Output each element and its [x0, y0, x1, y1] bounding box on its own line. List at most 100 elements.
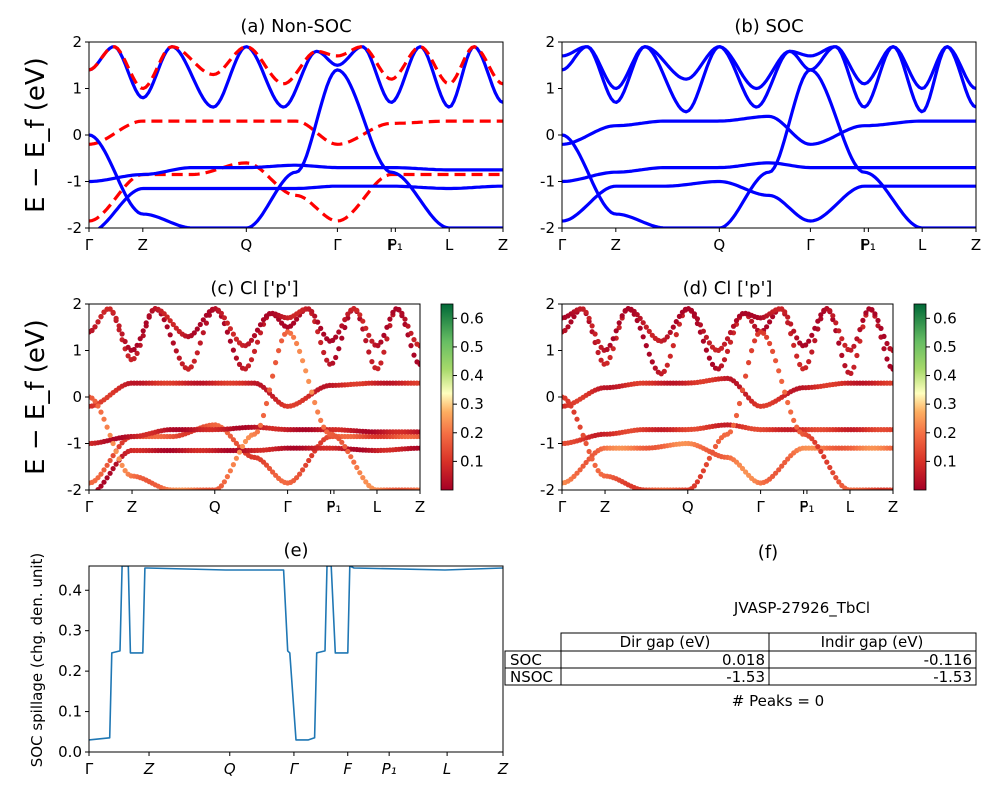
point-c-5-50 [236, 449, 243, 455]
point-d-4-77 [791, 417, 797, 423]
xtick-e-3: Γ [290, 760, 300, 778]
ytick-b-2: 0 [545, 126, 555, 144]
xtick-d-0: Γ [558, 498, 567, 516]
point-d-4-57 [730, 422, 737, 428]
point-d-3-31 [652, 365, 658, 371]
point-d-5-45 [694, 316, 701, 322]
point-d-4-50 [709, 449, 716, 455]
point-d-4-76 [788, 409, 794, 415]
ytick-a-1: -1 [67, 173, 82, 191]
point-c-6-2 [92, 324, 98, 330]
point-c-5-56 [254, 429, 261, 435]
xtick-a-6: L [445, 236, 454, 254]
point-c-4-13 [125, 353, 131, 359]
point-d-5-19 [616, 320, 622, 326]
point-c-1-10 [116, 444, 122, 450]
point-c-6-10 [116, 323, 122, 329]
point-d-4-44 [691, 483, 698, 489]
panel-d: 0.1 0.2 0.3 0.4 0.5 0.6 (d) Cl ['p'] -2 -1 0 1 2 Γ Z Q… [540, 278, 957, 516]
point-c-5-2 [92, 398, 98, 404]
point-d-3-16 [607, 354, 613, 361]
point-d-3-53 [718, 363, 725, 369]
ytick-c-2: 0 [72, 388, 82, 406]
point-c-3-1 [89, 491, 94, 496]
point-d-4-2 [565, 398, 571, 404]
colorbar-tick-c-3: 0.4 [460, 367, 484, 385]
point-d-5-94 [842, 342, 848, 348]
point-c-4-69 [294, 316, 300, 322]
point-c-4-46 [224, 329, 230, 335]
point-c-4-47 [227, 338, 233, 344]
point-c-5-46 [224, 474, 230, 480]
point-c-5-7 [107, 432, 113, 438]
ytick-b-1: -1 [540, 173, 555, 191]
point-c-4-37 [197, 340, 203, 346]
point-d-3-35 [664, 362, 670, 368]
point-c-5-62 [273, 360, 279, 366]
point-d-5-74 [782, 309, 788, 315]
ylabel-spillage: SOC spillage (chg. den. unit) [28, 553, 46, 768]
colorbar-tick-c-1: 0.2 [460, 424, 484, 442]
point-c-6-81 [330, 337, 336, 343]
point-c-1-48 [230, 437, 236, 443]
point-d-5-83 [809, 332, 815, 338]
point-d-3-110 [890, 366, 893, 372]
point-c-6-29 [173, 325, 179, 331]
ytick-e-2: 0.2 [58, 662, 82, 680]
point-c-5-78 [321, 424, 327, 430]
point-d-3-68 [764, 324, 770, 330]
point-c-6-36 [194, 326, 200, 332]
point-d-4-48 [703, 462, 710, 468]
point-c-3-4 [98, 483, 104, 489]
panel-a: (a) Non-SOC -2 -1 0 1 2 Γ Z Q Γ FP₁ L Z [67, 16, 508, 254]
ytick-a-0: -2 [67, 219, 82, 237]
xtick-a-1: Z [138, 236, 148, 254]
point-d-3-27 [640, 334, 646, 340]
table-col-dir: Dir gap (eV) [620, 633, 711, 651]
point-d-4-4 [571, 409, 577, 415]
point-c-6-107 [408, 330, 414, 336]
point-d-3-64 [752, 323, 758, 329]
point-d-3-36 [667, 353, 673, 359]
point-d-4-72 [776, 368, 782, 374]
plot-area-b [562, 45, 976, 228]
point-c-4-55 [251, 348, 258, 354]
point-c-5-12 [122, 468, 128, 474]
xtick-b-6: L [918, 236, 927, 254]
point-c-4-97 [378, 360, 384, 366]
series-a-3 [97, 184, 503, 228]
point-c-6-98 [381, 332, 387, 338]
xtick-b-0: Γ [558, 236, 567, 254]
point-c-4-48 [230, 347, 236, 353]
point-c-4-50 [236, 361, 243, 367]
point-d-4-60 [739, 387, 746, 393]
point-d-3-12 [595, 349, 601, 356]
point-c-6-110 [417, 343, 420, 349]
point-d-3-26 [637, 325, 643, 331]
point-c-6-17 [137, 336, 143, 342]
xtick-a-3: Γ [333, 236, 342, 254]
xtick-c-1: Z [127, 498, 137, 516]
point-c-1-70 [297, 471, 303, 477]
series-b-0 [562, 114, 976, 146]
point-c-5-4 [98, 409, 104, 415]
point-c-5-61 [270, 373, 276, 379]
series-b-5 [562, 45, 976, 91]
point-c-1-7 [107, 457, 113, 464]
point-c-4-83 [336, 346, 342, 352]
point-d-5-85 [815, 318, 821, 324]
plot-area-c [89, 306, 420, 496]
point-c-6-7 [107, 306, 113, 312]
point-c-6-46 [224, 320, 230, 326]
point-d-3-69 [767, 319, 773, 325]
colorbar-tick-d-5: 0.6 [933, 309, 957, 327]
colorbar-tick-c-5: 0.6 [460, 309, 484, 327]
xtick-c-0: Γ [85, 498, 94, 516]
point-c-6-25 [161, 311, 167, 317]
ytick-c-3: 1 [72, 342, 82, 360]
point-c-6-57 [257, 322, 264, 328]
point-d-5-54 [721, 341, 728, 347]
point-c-4-92 [363, 338, 369, 344]
point-c-5-44 [218, 483, 224, 489]
point-d-5-99 [857, 327, 863, 333]
